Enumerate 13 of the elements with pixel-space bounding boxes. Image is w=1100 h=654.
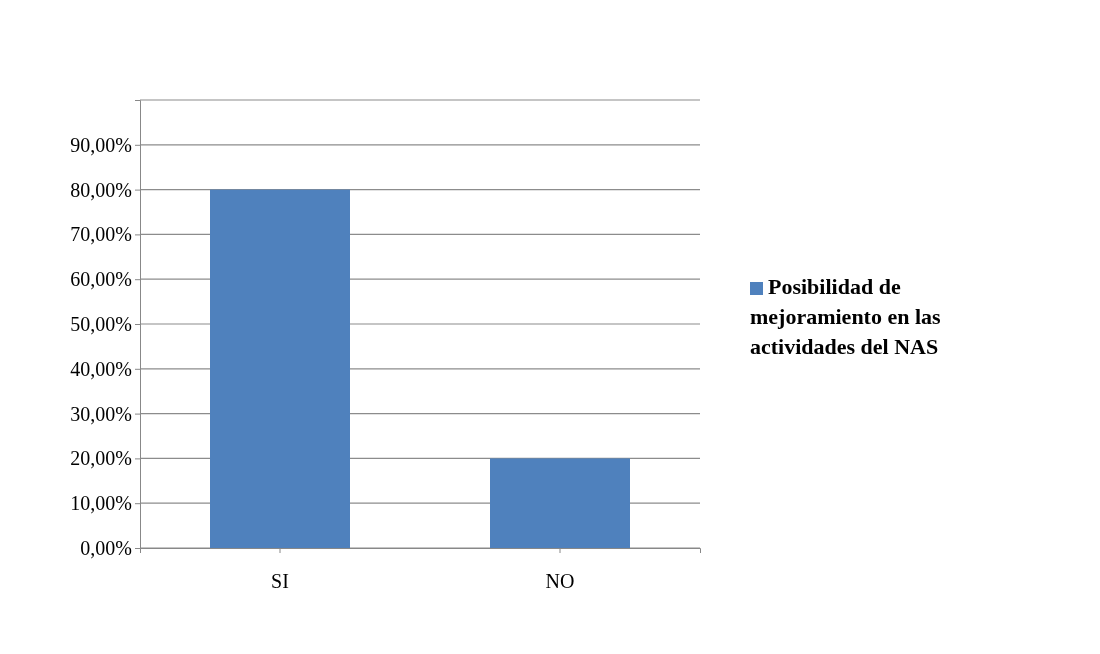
y-tick-label: 50,00%: [70, 312, 132, 335]
y-tick-label: 70,00%: [70, 223, 132, 246]
y-tick-label: 10,00%: [70, 492, 132, 515]
y-tick-label: 80,00%: [70, 178, 132, 201]
y-tick-label: 90,00%: [70, 133, 132, 156]
legend-label: Posibilidad de mejoramiento en las actividades del NAS: [750, 274, 942, 359]
y-tick-label: 30,00%: [70, 402, 132, 425]
y-tick-label: 20,00%: [70, 447, 132, 470]
x-tick-label: NO: [545, 570, 575, 592]
x-tick-label: SI: [271, 570, 289, 592]
y-tick-label: 40,00%: [70, 357, 132, 380]
y-tick-label: 60,00%: [70, 268, 132, 291]
y-tick-label: 0,00%: [80, 536, 132, 559]
